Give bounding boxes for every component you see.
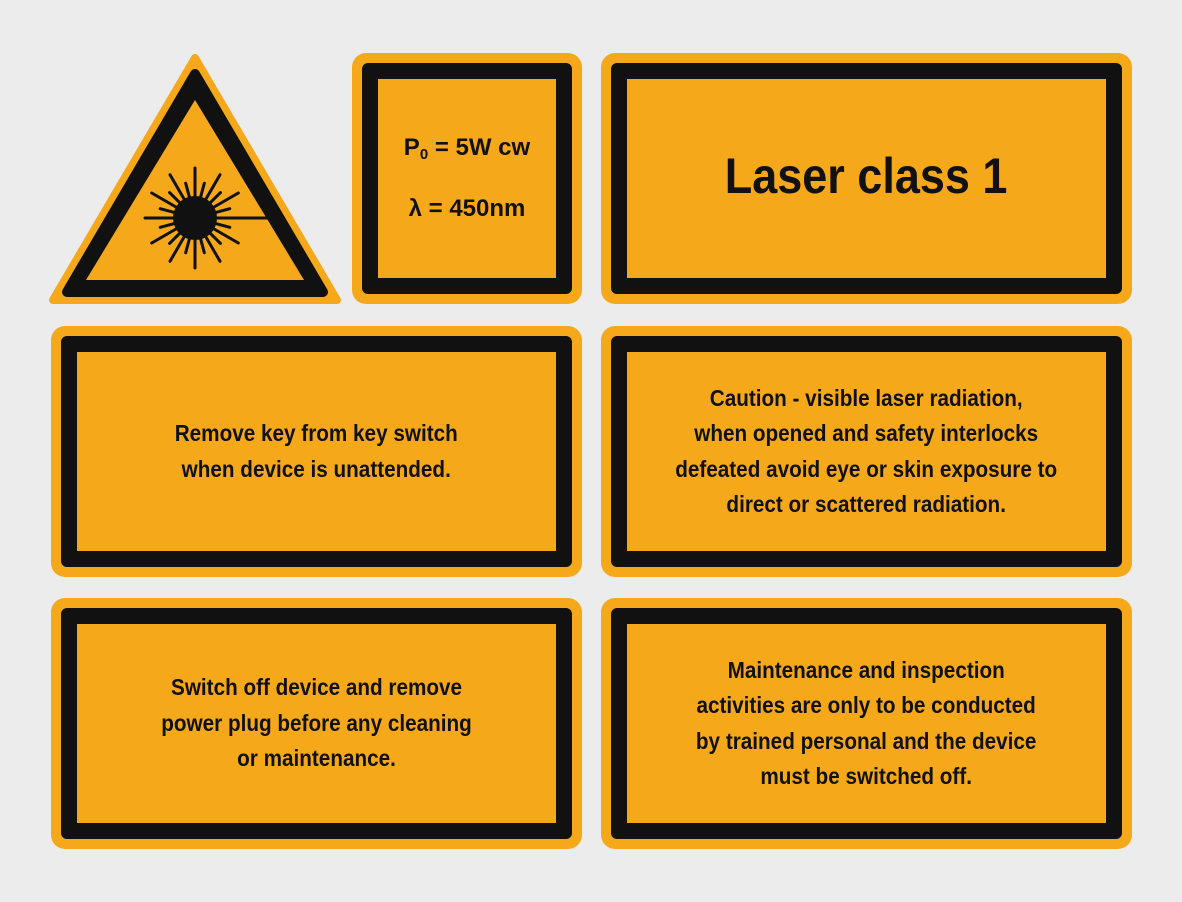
laser-ray (212, 221, 232, 229)
caution-sign: Caution - visible laser radiation, when … (601, 326, 1132, 577)
laser-ray (168, 230, 183, 245)
laser-class-sign: Laser class 1 (601, 53, 1132, 304)
maintenance-sign: Maintenance and inspection activities ar… (601, 598, 1132, 849)
laser-ray (168, 173, 187, 203)
power-subscript: 0 (419, 146, 429, 163)
laser-ray (184, 181, 192, 201)
caution-frame: Caution - visible laser radiation, when … (611, 336, 1122, 567)
laser-ray (150, 226, 180, 245)
laser-ray (198, 235, 206, 255)
laser-radiation-icon (143, 166, 281, 270)
laser-ray (184, 235, 192, 255)
power-symbol: P (403, 134, 420, 161)
switch-off-text: Switch off device and remove power plug … (161, 674, 472, 772)
laser-ray (212, 207, 232, 215)
maintenance-frame: Maintenance and inspection activities ar… (611, 608, 1122, 839)
laser-ray (198, 181, 206, 201)
laser-ray (207, 230, 222, 245)
output-power: P0 = 5W cw (404, 121, 530, 182)
switch-off-frame: Switch off device and remove power plug … (61, 608, 572, 839)
laser-spec-sign: P0 = 5W cw λ = 450nm (352, 53, 582, 304)
key-switch-text: Remove key from key switch when device i… (174, 420, 459, 482)
laser-ray (203, 233, 222, 263)
laser-spec-frame: P0 = 5W cw λ = 450nm (362, 63, 572, 294)
laser-ray (168, 191, 183, 206)
laser-ray (210, 226, 240, 245)
laser-ray (158, 221, 178, 229)
laser-class-text: Laser class 1 (725, 147, 1008, 204)
key-switch-sign: Remove key from key switch when device i… (51, 326, 582, 577)
maintenance-text: Maintenance and inspection activities ar… (696, 656, 1037, 790)
laser-class-frame: Laser class 1 (611, 63, 1122, 294)
laser-ray (203, 173, 222, 203)
wavelength: λ = 450nm (408, 195, 526, 222)
laser-ray (168, 233, 187, 263)
laser-ray (158, 207, 178, 215)
laser-ray (210, 191, 240, 210)
laser-ray (150, 191, 180, 210)
caution-text: Caution - visible laser radiation, when … (675, 384, 1058, 518)
laser-ray (207, 191, 222, 206)
laser-warning-triangle (49, 54, 341, 304)
key-switch-frame: Remove key from key switch when device i… (61, 336, 572, 567)
power-value: = 5W cw (428, 134, 531, 161)
laser-spec-text: P0 = 5W cw λ = 450nm (404, 121, 530, 236)
switch-off-sign: Switch off device and remove power plug … (51, 598, 582, 849)
